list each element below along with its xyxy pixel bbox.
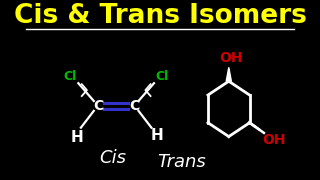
Text: OH: OH xyxy=(219,51,242,64)
Text: H: H xyxy=(70,130,83,145)
Text: H: H xyxy=(150,128,163,143)
Text: OH: OH xyxy=(262,134,285,147)
Text: C: C xyxy=(129,99,139,113)
Text: Cis: Cis xyxy=(99,149,126,167)
Text: Cl: Cl xyxy=(63,70,76,83)
Text: Trans: Trans xyxy=(157,153,206,171)
Text: Cl: Cl xyxy=(155,70,168,83)
Text: Cis & Trans Isomers: Cis & Trans Isomers xyxy=(13,3,307,29)
Text: C: C xyxy=(93,99,103,113)
Polygon shape xyxy=(226,67,231,81)
